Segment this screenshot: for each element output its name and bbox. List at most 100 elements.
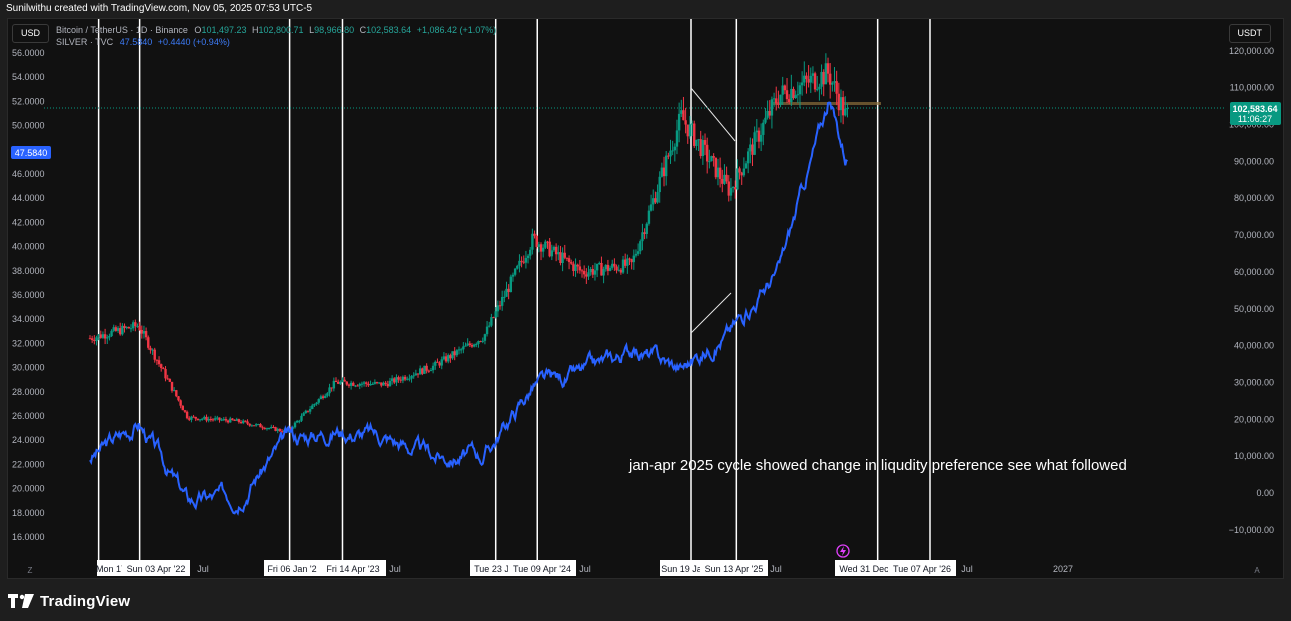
right-tick-label: 90,000.00 (1234, 156, 1274, 166)
right-tick-label: 60,000.00 (1234, 267, 1274, 277)
btc-candle (380, 382, 383, 386)
btc-candle (693, 123, 696, 146)
btc-candle (352, 382, 355, 386)
btc-candle (591, 268, 595, 275)
vertical-lines-layer (97, 19, 931, 564)
right-currency-button[interactable]: USDT (1228, 24, 1271, 43)
btc-candle (608, 267, 612, 271)
silver-series-line[interactable] (89, 101, 848, 516)
lightning-icon[interactable] (836, 544, 850, 558)
btc-candle (134, 322, 137, 327)
btc-candle (371, 383, 374, 385)
btc-candle (639, 241, 642, 252)
btc-candle (209, 419, 213, 421)
btc-candle (170, 381, 174, 391)
corner-right-label[interactable]: A (1254, 566, 1260, 575)
btc-candle (95, 337, 98, 342)
btc-candle (772, 98, 776, 100)
corner-left-label[interactable]: Z (28, 566, 33, 575)
btc-candle (699, 139, 702, 157)
btc-candle (222, 419, 225, 421)
legend-btc-row[interactable]: Bitcoin / TetherUS · 1D · Binance O101,4… (56, 24, 496, 36)
btc-candle (526, 255, 530, 258)
btc-candle (339, 381, 342, 384)
btc-candle (509, 276, 513, 293)
btc-candle (697, 139, 700, 141)
btc-candle (751, 144, 754, 155)
right-tick-label: 120,000.00 (1229, 46, 1274, 56)
btc-candle (632, 255, 636, 263)
btc-candle (462, 346, 465, 350)
btc-candle (837, 93, 841, 111)
btc-candle (742, 168, 746, 176)
trend-line-silver[interactable] (690, 292, 732, 334)
btc-candle (652, 198, 655, 205)
btc-candle (324, 395, 327, 399)
btc-candle (552, 246, 556, 251)
left-tick-label: 26.0000 (12, 411, 45, 421)
btc-candle (546, 241, 549, 243)
btc-candle (634, 253, 638, 256)
btc-candle (242, 420, 245, 424)
btc-candle (846, 108, 849, 110)
annotation-text[interactable]: jan-apr 2025 cycle showed change in liqu… (628, 457, 1127, 474)
btc-candle (544, 241, 547, 248)
left-currency-button[interactable]: USD (12, 24, 50, 43)
btc-candle (803, 75, 806, 83)
legend-low: 98,966.80 (314, 25, 355, 35)
btc-candle (459, 349, 463, 351)
time-axis-label: Tue 23 Ja (474, 564, 514, 574)
btc-candle (88, 338, 92, 340)
btc-candle (276, 429, 279, 431)
btc-candle (753, 132, 756, 155)
btc-candle (311, 405, 314, 410)
btc-candle (457, 349, 461, 351)
time-axis-label: Fri 14 Apr '23 (326, 564, 379, 574)
btc-candle (196, 418, 200, 421)
legend-silver-row[interactable]: SILVER · TVC 47.5840 +0.4440 (+0.94%) (56, 36, 496, 48)
chart-canvas[interactable]: 56.000054.000052.000050.000048.000046.00… (8, 19, 1283, 578)
btc-candle (645, 223, 648, 234)
btc-candle (192, 416, 195, 418)
footer-brand[interactable]: TradingView (8, 590, 130, 612)
btc-candle (349, 382, 353, 386)
btc-candle (302, 413, 305, 416)
time-label-box (700, 560, 768, 576)
btc-candle (377, 382, 381, 384)
time-axis-label: Mon 17 Ja (96, 564, 138, 574)
left-tick-label: 52.0000 (12, 96, 45, 106)
btc-candle (529, 249, 532, 256)
btc-candle (492, 317, 495, 319)
time-axis-label: Tue 07 Apr '26 (893, 564, 951, 574)
right-tick-label: −10,000.00 (1229, 525, 1274, 535)
btc-candle (656, 192, 659, 203)
btc-candle (643, 232, 646, 234)
btc-candle (203, 416, 206, 419)
btc-candle (824, 63, 828, 85)
btc-candle (485, 326, 489, 335)
btc-candle (781, 85, 784, 95)
chart-frame[interactable]: 56.000054.000052.000050.000048.000046.00… (7, 18, 1284, 579)
btc-candle (790, 88, 793, 103)
time-axis-label: 2027 (1053, 564, 1073, 574)
btc-candle (110, 330, 113, 337)
btc-candle (410, 376, 413, 379)
legend-silver-name: SILVER · TVC (56, 37, 114, 47)
btc-candle (252, 425, 256, 427)
trend-line-btc[interactable] (690, 87, 736, 142)
btc-candle (828, 73, 832, 85)
left-tick-label: 30.0000 (12, 363, 45, 373)
left-tick-label: 28.0000 (12, 387, 45, 397)
btc-candle (779, 94, 782, 105)
btc-candle (280, 431, 284, 433)
btc-candle (686, 124, 689, 137)
btc-candle (587, 272, 590, 277)
btc-candle (447, 355, 450, 362)
time-axis-label: Sun 13 Apr '25 (705, 564, 764, 574)
time-label-box (835, 560, 893, 576)
time-label-box (660, 560, 706, 576)
btc-candle (449, 355, 452, 359)
btc-candle (270, 426, 273, 429)
btc-candle (272, 426, 275, 428)
btc-candle (533, 233, 536, 236)
